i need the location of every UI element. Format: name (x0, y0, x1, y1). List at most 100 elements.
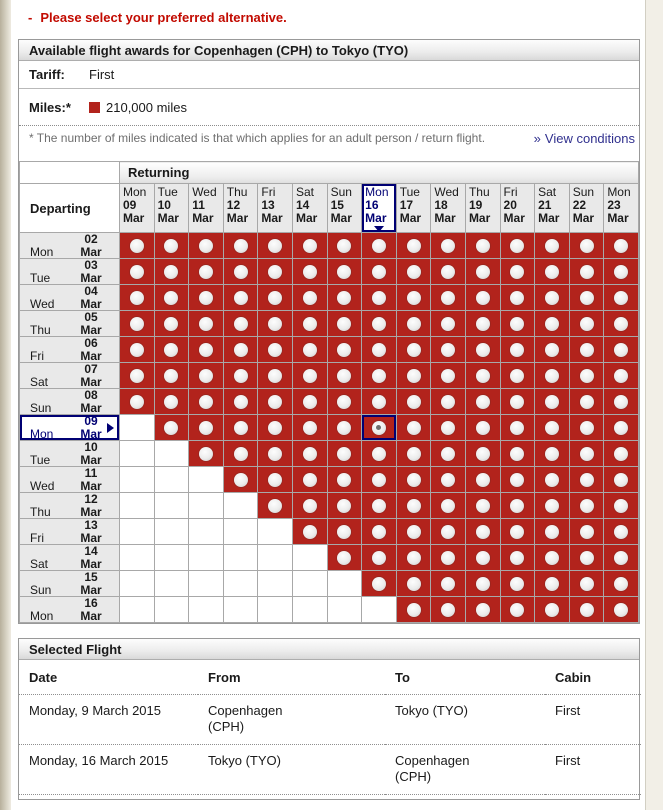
award-radio[interactable] (406, 472, 421, 487)
award-radio[interactable] (302, 446, 317, 461)
award-radio[interactable] (579, 264, 594, 279)
award-radio[interactable] (198, 420, 213, 435)
award-radio[interactable] (233, 472, 248, 487)
award-radio[interactable] (164, 316, 179, 331)
award-radio[interactable] (371, 316, 386, 331)
award-radio[interactable] (337, 524, 352, 539)
award-radio[interactable] (441, 524, 456, 539)
depart-date-header[interactable]: 05 Thu Mar (19, 310, 120, 337)
depart-date-header[interactable]: 03 Tue Mar (19, 258, 120, 285)
award-radio[interactable] (475, 446, 490, 461)
award-radio[interactable] (268, 342, 283, 357)
award-radio[interactable] (337, 368, 352, 383)
award-radio[interactable] (441, 446, 456, 461)
award-radio[interactable] (579, 238, 594, 253)
award-radio[interactable] (510, 446, 525, 461)
return-date-header[interactable]: Sat 14 Mar (291, 183, 328, 233)
award-radio[interactable] (233, 264, 248, 279)
depart-date-header[interactable]: 06 Fri Mar (19, 336, 120, 363)
award-radio[interactable] (441, 498, 456, 513)
award-radio[interactable] (302, 498, 317, 513)
award-radio[interactable] (198, 290, 213, 305)
award-radio[interactable] (510, 342, 525, 357)
award-radio[interactable] (198, 238, 213, 253)
award-radio[interactable] (475, 316, 490, 331)
award-radio[interactable] (475, 602, 490, 617)
depart-date-header[interactable]: 10 Tue Mar (19, 440, 120, 467)
return-date-header[interactable]: Fri 20 Mar (499, 183, 536, 233)
award-radio[interactable] (614, 498, 629, 513)
award-radio[interactable] (510, 550, 525, 565)
award-radio[interactable] (441, 290, 456, 305)
view-conditions-link[interactable]: » View conditions (534, 131, 635, 146)
return-date-header[interactable]: Mon 09 Mar (119, 183, 155, 233)
award-radio[interactable] (544, 290, 559, 305)
return-date-header[interactable]: Thu 19 Mar (464, 183, 501, 233)
award-radio[interactable] (233, 394, 248, 409)
award-radio[interactable] (441, 342, 456, 357)
award-radio[interactable] (406, 264, 421, 279)
award-radio[interactable] (337, 498, 352, 513)
award-radio[interactable] (406, 602, 421, 617)
award-radio[interactable] (510, 290, 525, 305)
award-radio[interactable] (371, 446, 386, 461)
award-radio[interactable] (371, 420, 386, 435)
award-radio[interactable] (302, 342, 317, 357)
award-radio[interactable] (406, 420, 421, 435)
award-radio[interactable] (268, 420, 283, 435)
award-radio[interactable] (510, 238, 525, 253)
award-radio[interactable] (441, 472, 456, 487)
return-date-header[interactable]: Sat 21 Mar (534, 183, 570, 233)
award-radio[interactable] (614, 368, 629, 383)
award-radio[interactable] (579, 316, 594, 331)
award-radio[interactable] (337, 342, 352, 357)
award-radio[interactable] (544, 368, 559, 383)
award-radio[interactable] (371, 264, 386, 279)
award-radio[interactable] (371, 576, 386, 591)
award-radio[interactable] (406, 342, 421, 357)
depart-date-header[interactable]: 08 Sun Mar (19, 388, 120, 415)
award-radio[interactable] (302, 368, 317, 383)
return-date-header[interactable]: Fri 13 Mar (257, 183, 293, 233)
award-radio[interactable] (371, 290, 386, 305)
award-radio[interactable] (198, 316, 213, 331)
return-date-header[interactable]: Thu 12 Mar (222, 183, 259, 233)
award-radio[interactable] (544, 342, 559, 357)
award-radio[interactable] (441, 264, 456, 279)
award-radio[interactable] (441, 394, 456, 409)
award-radio[interactable] (129, 316, 144, 331)
award-radio[interactable] (579, 368, 594, 383)
return-date-header[interactable]: Mon 23 Mar (603, 183, 639, 233)
award-radio[interactable] (129, 394, 144, 409)
award-radio[interactable] (544, 524, 559, 539)
award-radio[interactable] (233, 446, 248, 461)
award-radio[interactable] (337, 290, 352, 305)
award-radio[interactable] (544, 264, 559, 279)
award-radio[interactable] (406, 290, 421, 305)
award-radio[interactable] (579, 576, 594, 591)
award-radio[interactable] (371, 472, 386, 487)
award-radio[interactable] (614, 342, 629, 357)
award-radio[interactable] (371, 238, 386, 253)
award-radio[interactable] (475, 524, 490, 539)
award-radio[interactable] (544, 238, 559, 253)
return-date-header[interactable]: Tue 10 Mar (153, 183, 190, 233)
award-radio[interactable] (233, 316, 248, 331)
award-radio[interactable] (614, 602, 629, 617)
award-radio[interactable] (579, 394, 594, 409)
award-radio[interactable] (302, 290, 317, 305)
award-radio[interactable] (406, 316, 421, 331)
award-radio[interactable] (337, 316, 352, 331)
award-radio[interactable] (198, 368, 213, 383)
award-radio[interactable] (164, 420, 179, 435)
award-radio[interactable] (441, 368, 456, 383)
award-radio[interactable] (164, 394, 179, 409)
award-radio[interactable] (198, 264, 213, 279)
award-radio[interactable] (371, 342, 386, 357)
return-date-header[interactable]: Wed 11 Mar (188, 183, 224, 233)
award-radio[interactable] (233, 290, 248, 305)
award-radio[interactable] (579, 498, 594, 513)
award-radio[interactable] (475, 342, 490, 357)
depart-date-header[interactable]: 07 Sat Mar (19, 362, 120, 389)
award-radio[interactable] (406, 524, 421, 539)
